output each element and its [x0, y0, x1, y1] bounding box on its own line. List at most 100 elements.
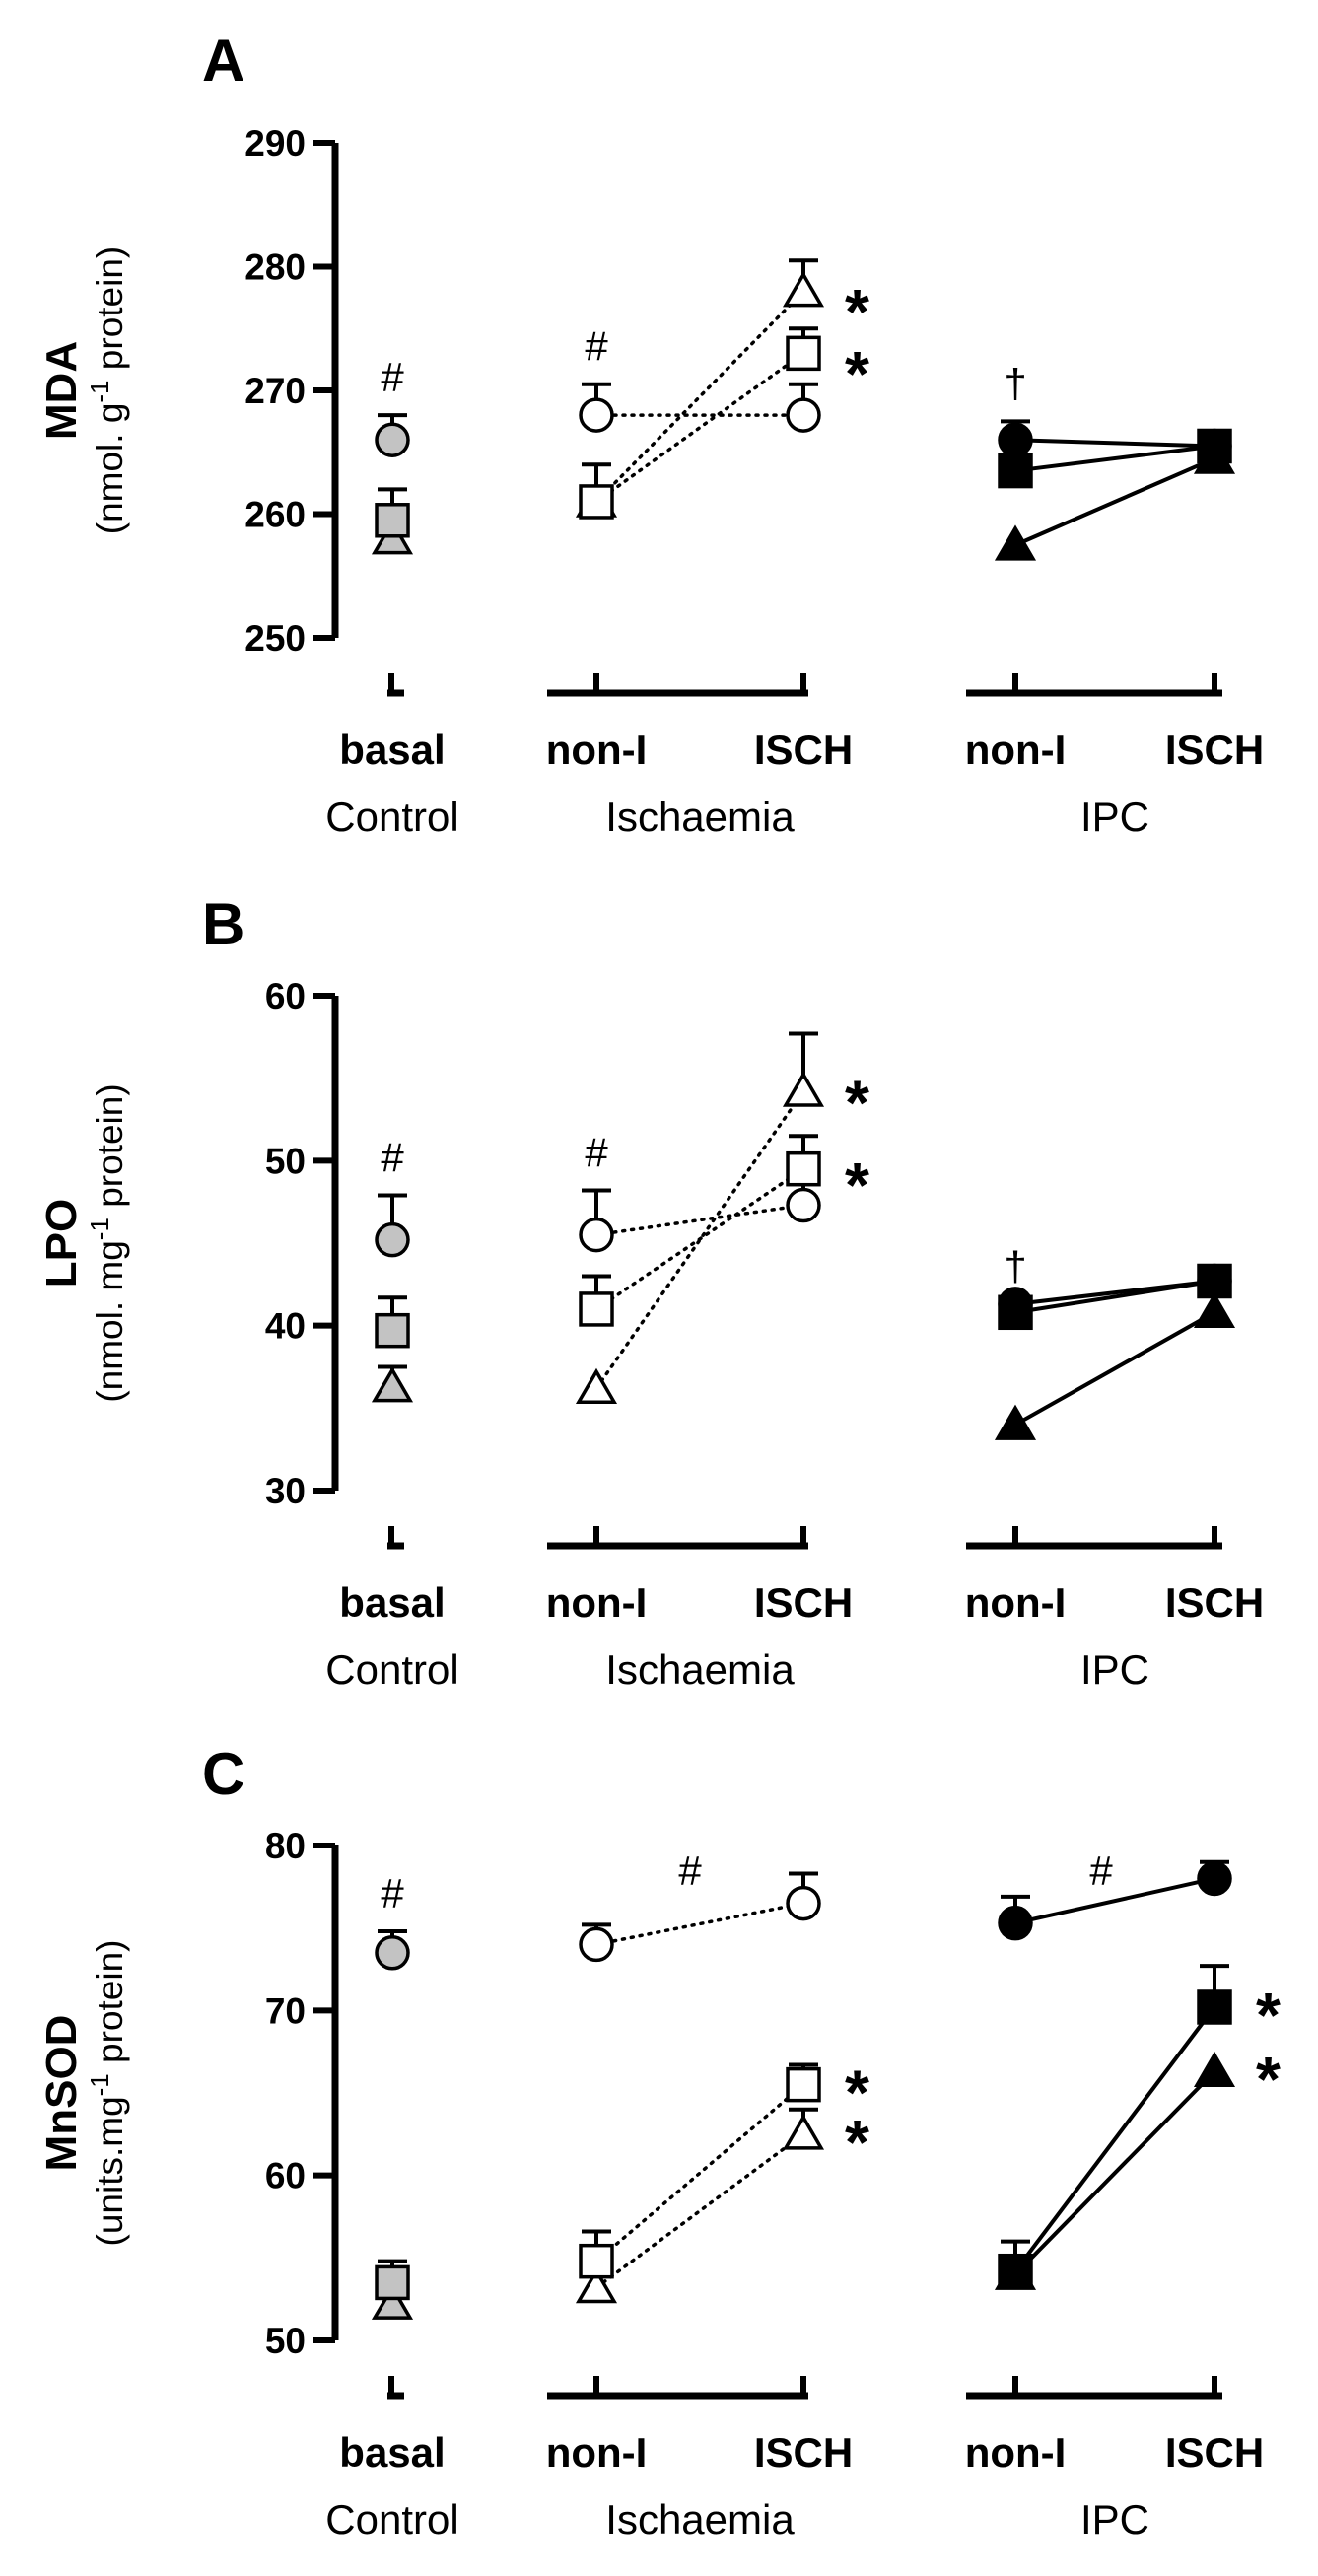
data-point-ischaemia-nonI-triangle	[575, 1367, 618, 1405]
panel-label-B: B	[202, 891, 244, 957]
x-tick-label: non-I	[546, 2429, 648, 2475]
data-point-ischaemia-nonI-circle	[579, 1217, 614, 1253]
y-tick-label: 60	[265, 2156, 306, 2196]
x-tick-label: basal	[339, 727, 445, 773]
data-point-control-circle	[375, 1221, 410, 1258]
annotation-hash-control: #	[381, 354, 404, 400]
group-label-ischaemia: Ischaemia	[605, 2496, 795, 2542]
y-tick-label: 50	[265, 1141, 306, 1181]
data-point-ischaemia-nonI-circle	[579, 1926, 614, 1963]
series-line-ipc-circle	[1014, 438, 1215, 449]
data-point-ipc-nonI-square	[998, 453, 1033, 489]
data-point-control-square	[375, 503, 410, 538]
annotation-star: *	[1256, 1980, 1281, 2051]
x-axis-ischaemia	[547, 2376, 808, 2400]
data-point-ischaemia-nonI-circle	[579, 397, 614, 433]
y-tick-label: 30	[265, 1471, 306, 1511]
x-axis-ipc	[966, 2376, 1222, 2400]
annotation-dagger-ipc: †	[1004, 1243, 1026, 1289]
series-line-ipc-triangle	[1014, 1310, 1215, 1427]
x-axis-control	[387, 2376, 404, 2400]
group-label-ischaemia: Ischaemia	[605, 794, 795, 840]
annotation-dagger-ipc: †	[1004, 360, 1026, 406]
annotation-hash-ischaemia: #	[585, 323, 608, 370]
series-line-ischaemia-triangle	[594, 289, 805, 504]
group-label-control: Control	[325, 1646, 458, 1693]
series-line-ischaemia-triangle	[594, 2132, 805, 2290]
group-label-ischaemia: Ischaemia	[605, 1646, 795, 1693]
y-axis-unit-A: (nmol. g-1 protein)	[85, 246, 130, 535]
x-tick-label: non-I	[965, 1579, 1067, 1626]
series-line-ischaemia-square	[594, 2082, 805, 2263]
y-tick-label: 50	[265, 2321, 306, 2361]
x-tick-label: non-I	[546, 727, 648, 773]
annotation-star: *	[845, 276, 869, 347]
y-tick-label: 80	[265, 1826, 306, 1866]
y-tick-label: 290	[244, 123, 306, 164]
series-line-ischaemia-square	[594, 351, 805, 504]
group-label-ipc: IPC	[1080, 794, 1149, 840]
x-tick-label: ISCH	[1165, 2429, 1264, 2475]
annotation-hash-ipc: #	[1089, 1847, 1113, 1894]
x-tick-label: ISCH	[754, 1579, 853, 1626]
data-point-ischaemia-isch-square	[786, 1150, 821, 1187]
x-tick-label: non-I	[965, 727, 1067, 773]
y-tick-label: 260	[244, 495, 306, 535]
x-axis-ipc	[966, 1526, 1222, 1550]
x-axis-ischaemia	[547, 673, 808, 697]
panel-label-C: C	[202, 1741, 244, 1807]
annotation-star: *	[845, 1067, 869, 1138]
series-line-ischaemia-circle	[594, 1203, 805, 1237]
data-point-ipc-nonI-triangle	[994, 524, 1037, 561]
annotation-hash-ischaemia: #	[678, 1847, 702, 1894]
data-point-ipc-nonI-square	[998, 2253, 1033, 2289]
data-point-control-square	[375, 1312, 410, 1349]
data-point-control-triangle	[371, 1366, 414, 1403]
x-axis-ischaemia	[547, 1526, 808, 1550]
data-point-ipc-nonI-circle	[998, 1287, 1033, 1322]
series-line-ipc-square	[1014, 444, 1215, 473]
annotation-hash-control: #	[381, 1870, 404, 1916]
y-axis-label-A: MDA	[37, 341, 86, 440]
y-tick-label: 40	[265, 1306, 306, 1347]
y-axis-unit-B: (nmol. mg-1 protein)	[85, 1083, 130, 1402]
x-tick-label: basal	[339, 1579, 445, 1626]
x-axis-control	[387, 1526, 404, 1550]
data-point-ischaemia-isch-circle	[786, 1885, 821, 1921]
x-tick-label: ISCH	[1165, 1579, 1264, 1626]
data-point-ischaemia-nonI-triangle	[575, 2266, 618, 2304]
annotation-star: *	[845, 2057, 869, 2128]
series-line-ischaemia-triangle	[594, 1089, 805, 1391]
y-tick-label: 280	[244, 247, 306, 288]
data-point-ipc-isch-circle	[1197, 1263, 1232, 1299]
x-axis-ipc	[966, 673, 1222, 697]
x-tick-label: ISCH	[1165, 727, 1264, 773]
x-tick-label: non-I	[546, 1579, 648, 1626]
data-point-ischaemia-nonI-square	[579, 2243, 614, 2279]
data-point-ischaemia-isch-square	[786, 2066, 821, 2103]
y-tick-label: 70	[265, 1990, 306, 2031]
data-point-ischaemia-isch-circle	[786, 1187, 821, 1223]
series-line-ischaemia-circle	[594, 1901, 805, 1947]
annotation-hash-control: #	[381, 1134, 404, 1180]
data-point-ischaemia-isch-triangle	[782, 2114, 825, 2150]
y-axis-label-C: MnSOD	[37, 2015, 86, 2172]
data-point-ipc-isch-circle	[1197, 428, 1232, 464]
data-point-ipc-nonI-circle	[998, 422, 1033, 457]
annotation-star: *	[845, 338, 869, 409]
data-point-ipc-nonI-triangle	[994, 1404, 1037, 1440]
x-tick-label: non-I	[965, 2429, 1067, 2475]
group-label-control: Control	[325, 2496, 458, 2542]
x-tick-label: ISCH	[754, 727, 853, 773]
panel-label-A: A	[202, 28, 244, 94]
series-line-ipc-triangle	[1013, 2069, 1216, 2276]
data-point-ipc-isch-square	[1197, 1989, 1232, 2025]
data-point-control-triangle	[371, 2283, 414, 2320]
data-point-ischaemia-nonI-square	[579, 484, 614, 520]
series-line-ipc-triangle	[1014, 456, 1215, 547]
data-point-ipc-isch-triangle	[1193, 2051, 1236, 2087]
y-tick-label: 250	[244, 618, 306, 659]
group-label-control: Control	[325, 794, 458, 840]
y-axis-unit-C: (units.mg-1 protein)	[85, 1939, 130, 2246]
